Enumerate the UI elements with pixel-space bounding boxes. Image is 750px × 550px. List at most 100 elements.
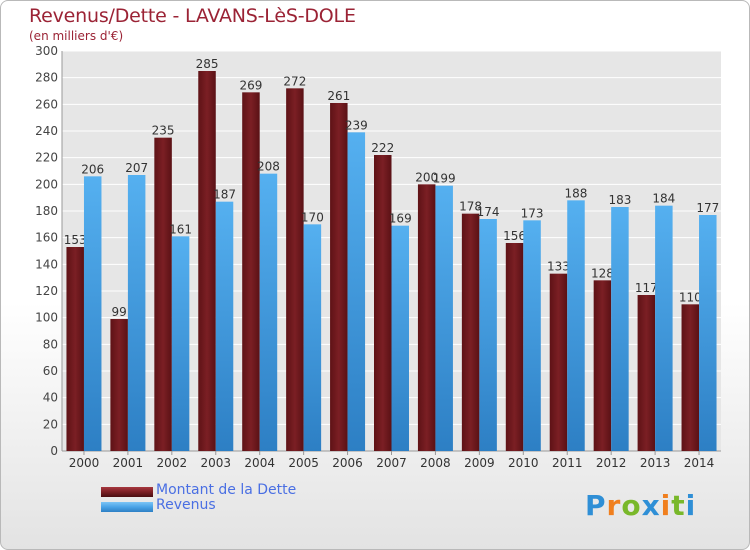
- data-label-debt: 235: [152, 124, 175, 138]
- bar-debt: [681, 304, 700, 451]
- x-tick-label: 2012: [596, 456, 627, 470]
- x-tick-label: 2010: [508, 456, 539, 470]
- y-tick-label: 80: [43, 337, 58, 351]
- data-label-debt: 128: [591, 266, 614, 280]
- data-label-debt: 133: [547, 260, 570, 274]
- data-label-debt: 272: [283, 74, 306, 88]
- logo-letter: P: [585, 489, 607, 522]
- data-label-revenue: 208: [257, 160, 280, 174]
- bar-debt: [110, 319, 128, 451]
- x-tick-label: 2001: [113, 456, 144, 470]
- data-label-debt: 200: [415, 170, 438, 184]
- x-tick-label: 2008: [420, 456, 451, 470]
- data-label-debt: 99: [112, 305, 127, 319]
- data-label-revenue: 199: [433, 172, 456, 186]
- bar-revenue: [83, 176, 102, 452]
- bar-debt: [286, 88, 304, 451]
- x-tick-label: 2009: [464, 456, 495, 470]
- data-label-revenue: 239: [345, 118, 368, 132]
- y-tick-label: 160: [35, 231, 58, 245]
- y-tick-label: 0: [50, 444, 58, 458]
- data-label-revenue: 170: [301, 210, 324, 224]
- bar-debt: [242, 92, 260, 451]
- x-tick-label: 2007: [376, 456, 407, 470]
- proxiti-logo: Proxiti: [585, 489, 696, 522]
- data-label-debt: 222: [371, 141, 394, 155]
- bar-revenue: [523, 220, 541, 451]
- bar-revenue: [215, 201, 234, 451]
- data-label-revenue: 183: [608, 193, 631, 207]
- bar-revenue: [611, 207, 629, 451]
- x-tick-label: 2000: [69, 456, 100, 470]
- bar-debt: [198, 71, 216, 451]
- data-label-revenue: 173: [521, 206, 544, 220]
- y-tick-label: 280: [35, 71, 58, 85]
- data-label-debt: 117: [635, 281, 658, 295]
- data-label-revenue: 169: [389, 212, 412, 226]
- x-tick-label: 2005: [288, 456, 319, 470]
- y-tick-label: 220: [35, 151, 58, 165]
- y-tick-label: 260: [35, 97, 58, 111]
- bar-revenue: [303, 224, 322, 451]
- logo-letter: t: [671, 489, 686, 522]
- x-tick-label: 2006: [332, 456, 363, 470]
- data-label-debt: 110: [679, 290, 702, 304]
- bar-debt: [549, 273, 568, 451]
- data-label-revenue: 188: [565, 186, 588, 200]
- x-tick-label: 2004: [244, 456, 275, 470]
- bar-revenue: [567, 200, 585, 451]
- data-label-revenue: 206: [81, 162, 104, 176]
- bar-revenue: [259, 173, 278, 451]
- x-tick-label: 2014: [684, 456, 715, 470]
- y-tick-label: 120: [35, 284, 58, 298]
- bar-debt: [330, 103, 348, 451]
- bar-debt: [374, 155, 392, 451]
- bar-revenue: [127, 175, 146, 451]
- bar-revenue: [655, 205, 673, 451]
- y-tick-label: 60: [43, 364, 58, 378]
- x-tick-label: 2002: [157, 456, 188, 470]
- bar-debt: [417, 184, 436, 452]
- legend-swatch-revenue: [101, 502, 153, 512]
- data-label-revenue: 174: [477, 205, 500, 219]
- data-label-revenue: 207: [125, 161, 148, 175]
- legend-label-debt: Montant de la Dette: [156, 482, 297, 498]
- y-tick-label: 240: [35, 124, 58, 138]
- data-label-revenue: 187: [213, 188, 236, 202]
- data-label-debt: 285: [196, 57, 219, 71]
- y-tick-label: 100: [35, 311, 58, 325]
- y-tick-label: 40: [43, 391, 58, 405]
- legend-label-revenue: Revenus: [156, 497, 216, 513]
- data-label-debt: 156: [503, 229, 526, 243]
- data-label-revenue: 184: [652, 192, 675, 206]
- data-label-debt: 261: [327, 89, 350, 103]
- data-label-debt: 178: [459, 200, 482, 214]
- legend-swatch-debt: [101, 487, 153, 497]
- data-label-debt: 153: [64, 233, 87, 247]
- logo-letter: i: [685, 489, 697, 522]
- y-tick-label: 300: [35, 44, 58, 58]
- y-tick-label: 200: [35, 177, 58, 191]
- data-label-revenue: 161: [169, 222, 192, 236]
- bar-debt: [593, 280, 612, 451]
- chart-title: Revenus/Dette - LAVANS-LèS-DOLE: [29, 5, 356, 27]
- x-tick-label: 2013: [640, 456, 671, 470]
- bar-revenue: [435, 185, 453, 451]
- y-tick-label: 20: [43, 417, 58, 431]
- bar-revenue: [171, 236, 190, 451]
- data-label-debt: 269: [239, 78, 262, 92]
- logo-letter: r: [606, 489, 622, 522]
- bar-debt: [505, 243, 524, 451]
- bar-revenue: [479, 219, 497, 451]
- logo-letter: i: [660, 489, 672, 522]
- bar-revenue: [699, 215, 717, 451]
- y-tick-label: 180: [35, 204, 58, 218]
- bar-debt: [461, 213, 480, 451]
- x-tick-label: 2003: [200, 456, 231, 470]
- bar-debt: [154, 137, 172, 451]
- bar-debt: [637, 295, 656, 451]
- data-label-revenue: 177: [696, 201, 719, 215]
- chart-subtitle: (en milliers d'€): [29, 29, 124, 43]
